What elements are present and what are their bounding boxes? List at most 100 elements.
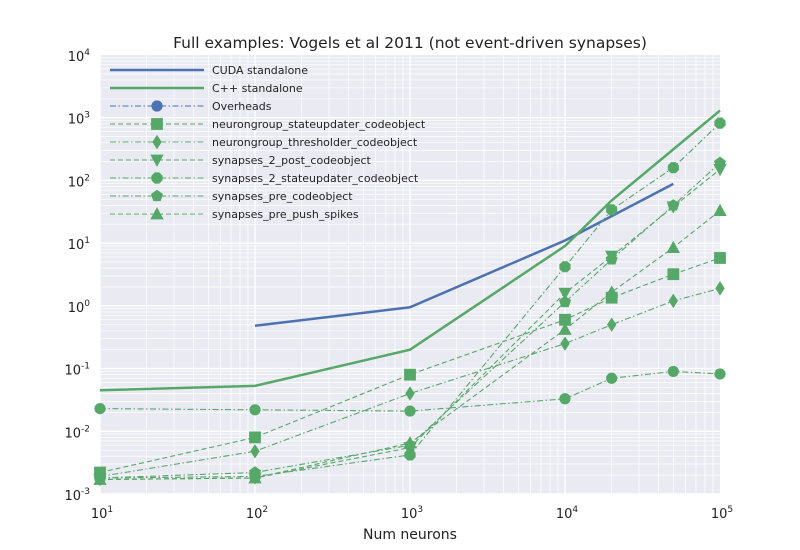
data-point [606, 204, 618, 216]
tick-base: 10 [711, 507, 728, 522]
data-point [249, 431, 261, 444]
x-tick-label: 101 [91, 505, 113, 522]
tick-exponent: -3 [81, 487, 90, 497]
legend-item: synapses_pre_codeobject [110, 189, 353, 203]
data-point [667, 162, 679, 174]
data-point [715, 281, 725, 296]
series-1 [99, 109, 721, 392]
data-point [560, 336, 570, 351]
tick-base: 10 [556, 507, 573, 522]
legend-label: neurongroup_stateupdater_codeobject [212, 118, 426, 131]
tick-exponent: -2 [81, 424, 90, 434]
y-tick-label: 101 [68, 236, 90, 253]
data-point [559, 295, 571, 308]
y-tick-label: 104 [68, 48, 91, 65]
tick-base: 10 [68, 113, 85, 128]
legend-label: synapses_pre_codeobject [212, 190, 353, 203]
x-tick-label: 102 [246, 505, 268, 522]
data-point [606, 372, 618, 384]
series-8 [93, 203, 727, 485]
y-tick-label: 10-1 [64, 362, 90, 379]
data-point [714, 156, 726, 169]
tick-base: 10 [64, 426, 81, 441]
y-tick-label: 100 [68, 299, 91, 316]
legend-item: synapses_2_post_codeobject [110, 154, 372, 167]
data-point [607, 317, 617, 332]
tick-exponent: 3 [84, 111, 90, 121]
series-9 [94, 365, 726, 417]
data-point [403, 436, 417, 449]
legend-label: synapses_pre_push_spikes [212, 208, 359, 221]
tick-base: 10 [246, 507, 263, 522]
tick-exponent: 3 [417, 505, 423, 515]
data-point [249, 404, 261, 416]
tick-exponent: -1 [81, 362, 90, 372]
tick-exponent: 2 [84, 173, 90, 183]
legend-marker [150, 207, 164, 220]
y-tick-label: 102 [68, 173, 90, 190]
tick-base: 10 [68, 175, 85, 190]
tick-base: 10 [68, 238, 85, 253]
legend-item: neurongroup_stateupdater_codeobject [110, 118, 426, 131]
legend-item: synapses_pre_push_spikes [110, 207, 359, 221]
tick-exponent: 0 [84, 299, 90, 309]
data-point [668, 293, 678, 309]
tick-exponent: 1 [107, 505, 113, 515]
legend-item: synapses_2_stateupdater_codeobject [110, 172, 419, 185]
tick-exponent: 4 [84, 48, 90, 58]
x-tick-label: 104 [556, 505, 579, 522]
data-point [404, 368, 416, 381]
data-point [94, 403, 106, 415]
legend-marker [151, 118, 163, 130]
y-tick-label: 10-3 [64, 487, 90, 504]
chart-title: Full examples: Vogels et al 2011 (not ev… [173, 34, 647, 52]
series-layer [93, 109, 727, 487]
tick-exponent: 2 [262, 505, 268, 515]
data-point [250, 444, 260, 459]
data-point [666, 240, 680, 254]
series-line [254, 182, 674, 328]
series-line [99, 109, 721, 392]
tick-exponent: 1 [84, 236, 90, 246]
legend-label: synapses_2_stateupdater_codeobject [212, 172, 419, 185]
legend-marker [150, 154, 164, 167]
legend-marker [151, 172, 163, 184]
data-point [559, 261, 571, 273]
data-point [93, 472, 107, 485]
tick-labels: 101 102 103 104 10510-310-210-11001011021031… [64, 48, 733, 522]
data-point [559, 393, 571, 405]
series-0 [254, 182, 674, 328]
data-point [605, 285, 619, 298]
data-point [405, 386, 415, 401]
x-tick-label: 105 [711, 505, 733, 522]
y-tick-label: 10-2 [64, 424, 90, 441]
data-point [667, 199, 680, 211]
data-point [713, 203, 727, 217]
legend-label: CUDA standalone [212, 64, 308, 77]
legend-marker [151, 100, 163, 112]
legend-label: Overheads [212, 100, 272, 113]
data-point [667, 268, 680, 281]
tick-base: 10 [401, 507, 418, 522]
legend-label: C++ standalone [212, 82, 303, 95]
tick-base: 10 [68, 301, 85, 316]
data-point [558, 287, 572, 300]
legend-marker [152, 134, 162, 150]
data-point [714, 117, 726, 129]
grid [99, 55, 720, 495]
legend-item: C++ standalone [110, 82, 303, 95]
legend: CUDA standalone C++ standalone Overheads ne… [110, 64, 426, 221]
legend-item: CUDA standalone [110, 64, 308, 77]
legend-item: Overheads [110, 100, 272, 113]
tick-base: 10 [64, 489, 81, 504]
legend-marker [151, 189, 163, 202]
tick-base: 10 [68, 50, 85, 65]
legend-label: neurongroup_thresholder_codeobject [212, 136, 418, 149]
data-point [714, 368, 726, 380]
x-axis-title: Num neurons [363, 527, 457, 543]
x-tick-label: 103 [401, 505, 423, 522]
data-point [404, 405, 416, 417]
data-point [404, 449, 416, 461]
tick-base: 10 [91, 507, 108, 522]
